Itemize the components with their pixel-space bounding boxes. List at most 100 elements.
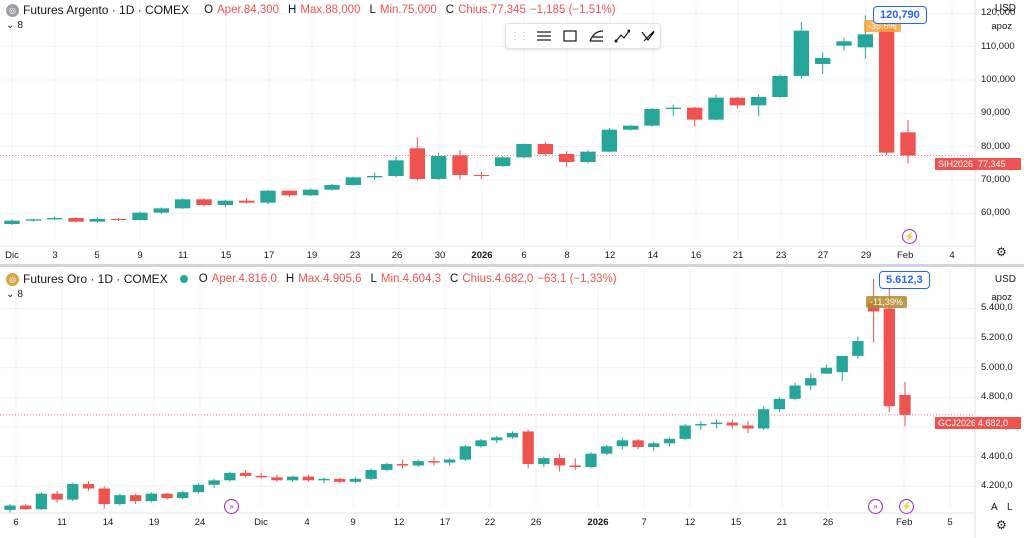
candle: [349, 477, 362, 484]
lightning-icon[interactable]: ⚡: [899, 499, 914, 514]
candle: [632, 438, 644, 450]
candle-body: [388, 160, 404, 176]
log-scale-button[interactable]: L: [1007, 502, 1013, 513]
candle: [110, 218, 127, 221]
candle-body: [428, 461, 440, 463]
close-value: Chius.77,345: [458, 4, 526, 16]
candle-body: [238, 200, 255, 203]
candle-body: [145, 493, 157, 502]
candle: [644, 108, 660, 127]
gear-icon[interactable]: ⚙: [996, 245, 1007, 259]
gold-plot-area[interactable]: [0, 267, 1024, 538]
silver-chart-pane[interactable]: ◎ Futures Argento · 1D · COMEX O Aper.84…: [0, 0, 1024, 265]
candle: [4, 219, 20, 225]
rectangle-tool-icon[interactable]: [560, 27, 580, 45]
candle-body: [644, 109, 660, 126]
candle: [381, 462, 393, 472]
indicators-collapse-button[interactable]: ⌄ 8: [6, 20, 23, 31]
candle: [491, 435, 503, 444]
candle-body: [345, 177, 362, 185]
x-tick-label: 5: [94, 250, 100, 261]
pane-divider[interactable]: [0, 264, 1024, 267]
currency-selector[interactable]: USD: [994, 3, 1016, 14]
x-tick-label: Dic: [5, 250, 19, 261]
fib-tool-icon[interactable]: [586, 27, 606, 45]
candle-body: [67, 484, 79, 500]
candle: [585, 452, 597, 469]
x-tick-label: 3: [52, 250, 58, 261]
scale-mode[interactable]: apoz: [991, 21, 1012, 32]
silver-plot-area[interactable]: [0, 0, 1024, 265]
candle: [475, 438, 487, 448]
dividend-event-icon[interactable]: »: [224, 499, 239, 514]
lines-tool-icon[interactable]: [534, 27, 554, 45]
candle: [522, 429, 534, 469]
candle: [742, 421, 754, 433]
candle: [686, 107, 703, 127]
silver-symbol-title[interactable]: Futures Argento · 1D · COMEX: [23, 3, 190, 17]
indicators-collapse-button[interactable]: ⌄ 8: [6, 289, 23, 300]
low-label: L: [370, 273, 377, 285]
candle: [46, 216, 63, 221]
auto-scale-button[interactable]: A: [991, 502, 998, 513]
x-tick-label: 27: [817, 250, 829, 261]
silver-legend: ◎ Futures Argento · 1D · COMEX O Aper.84…: [6, 2, 616, 18]
gold-symbol-title[interactable]: Futures Oro · 1D · COMEX: [23, 272, 168, 286]
silver-coin-icon: ◎: [6, 3, 19, 17]
gold-chart-pane[interactable]: ◎ Futures Oro · 1D · COMEX O Aper.4.816,…: [0, 267, 1024, 538]
candle: [516, 143, 532, 159]
candle: [302, 188, 319, 196]
candle: [412, 459, 424, 467]
candle: [663, 437, 676, 447]
candle: [366, 172, 383, 180]
candle: [695, 421, 707, 430]
y-tick-label: 90,000: [981, 107, 1011, 119]
x-tick-label: 11: [178, 250, 188, 261]
candle-body: [381, 464, 393, 470]
candle-body: [742, 425, 754, 429]
pattern-tool-icon[interactable]: [638, 27, 658, 45]
candle-body: [569, 465, 581, 467]
market-status-dot: [179, 275, 188, 283]
drag-handle-icon[interactable]: ⋮⋮: [510, 30, 529, 42]
lightning-icon[interactable]: ⚡: [902, 229, 917, 244]
candle-body: [318, 478, 330, 481]
gold-high-marker[interactable]: 5.612,3: [879, 271, 930, 289]
candle: [750, 94, 767, 117]
gear-icon[interactable]: ⚙: [996, 518, 1007, 532]
candle-body: [773, 398, 786, 410]
candle: [494, 156, 511, 167]
open-value: Aper.4.816,0: [211, 273, 277, 285]
high-value: Max.4.905,6: [298, 273, 362, 285]
open-label: O: [204, 4, 214, 16]
candle: [814, 52, 831, 74]
gold-change-percent-label: -11,39%: [866, 296, 907, 308]
x-tick-label: 4: [304, 517, 310, 528]
candle-body: [553, 458, 566, 466]
candle-body: [820, 367, 833, 374]
gold-coin-icon: ◎: [6, 272, 19, 286]
candle-body: [814, 58, 831, 64]
change-value: −1,185 (−1,51%): [529, 4, 616, 16]
candle: [281, 190, 298, 197]
candle: [334, 478, 346, 484]
candle: [538, 456, 550, 467]
candle: [580, 150, 596, 164]
candle: [192, 483, 205, 494]
low-value: Min.75,000: [379, 4, 437, 16]
x-tick-label: 5: [947, 517, 953, 528]
candle-body: [46, 218, 63, 220]
path-tool-icon[interactable]: [612, 27, 632, 45]
candle-body: [129, 495, 142, 502]
candle-body: [443, 459, 456, 463]
candle-body: [632, 440, 644, 447]
candle: [569, 458, 581, 470]
candle-body: [286, 476, 299, 481]
y-tick-label: 5.000,0: [981, 361, 1013, 373]
candle-body: [679, 425, 691, 439]
scale-mode[interactable]: apoz: [991, 292, 1012, 303]
dividend-event-icon[interactable]: »: [868, 499, 883, 514]
candle-body: [665, 107, 682, 109]
currency-selector[interactable]: USD: [994, 274, 1016, 285]
silver-high-marker[interactable]: 120,790: [873, 6, 927, 24]
